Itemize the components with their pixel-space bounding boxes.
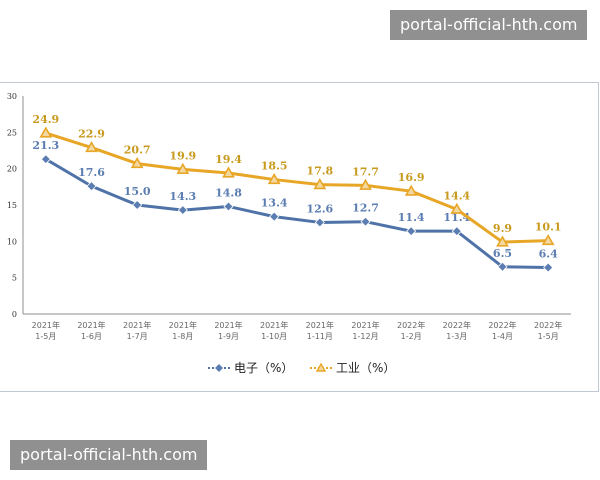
data-label: 14.3 <box>169 190 196 203</box>
data-label: 6.5 <box>493 247 512 260</box>
data-label: 9.9 <box>493 222 512 235</box>
y-tick-label: 0 <box>12 310 17 319</box>
data-point-diamond <box>132 199 143 211</box>
x-tick-label-year: 2022年 <box>534 320 562 330</box>
data-point-triangle <box>359 178 372 190</box>
x-tick-label-period: 1-7月 <box>127 332 148 341</box>
data-point-diamond <box>497 261 508 272</box>
y-tick-label: 30 <box>7 92 17 101</box>
x-tick-label-period: 1-2月 <box>401 332 422 341</box>
data-point-triangle <box>541 233 555 246</box>
data-label: 24.9 <box>32 113 59 126</box>
series-line-0 <box>45 157 549 269</box>
watermark-top: portal-official-hth.com <box>390 10 588 40</box>
data-point-diamond <box>314 217 325 228</box>
data-point-triangle <box>313 178 327 190</box>
data-point-diamond <box>40 154 51 165</box>
data-point-triangle <box>176 162 190 174</box>
series-line-1 <box>45 131 549 244</box>
x-tick-label-year: 2021年 <box>306 320 334 330</box>
y-tick-label: 10 <box>7 237 17 246</box>
x-tick-label-year: 2022年 <box>443 320 471 330</box>
x-tick-label-period: 1-10月 <box>261 332 287 341</box>
data-point-diamond <box>406 226 417 237</box>
legend-label-electronic: 电子（%） <box>234 361 293 375</box>
x-tick-label-period: 1-8月 <box>172 332 193 341</box>
data-point-diamond <box>86 181 97 192</box>
x-tick-label-year: 2021年 <box>351 320 379 330</box>
data-point-triangle <box>496 235 509 247</box>
data-point-triangle <box>450 202 464 214</box>
x-tick-label-period: 1-12月 <box>352 332 378 341</box>
data-point-triangle <box>85 140 98 153</box>
data-point-diamond <box>451 226 462 237</box>
line-chart: 0 5 10 15 20 25 30 2021年 1-5月 2021年 1-6月 2021年 1-7月 2… <box>7 92 571 375</box>
data-label: 19.9 <box>169 149 196 162</box>
data-label: 20.7 <box>124 144 151 157</box>
data-label: 6.4 <box>539 247 558 260</box>
x-tick-label-period: 1-6月 <box>81 332 102 341</box>
data-label: 12.7 <box>352 202 379 215</box>
x-tick-label-period: 1-3月 <box>446 332 467 341</box>
data-label: 15.0 <box>124 185 151 198</box>
data-label: 17.7 <box>352 165 379 178</box>
data-label: 14.8 <box>215 186 242 199</box>
watermark-bottom: portal-official-hth.com <box>10 440 208 470</box>
data-point-triangle <box>222 166 235 178</box>
legend-marker-triangle <box>315 362 327 372</box>
data-label: 13.4 <box>261 197 288 210</box>
data-label: 12.6 <box>306 202 333 215</box>
data-label: 11.4 <box>398 211 425 224</box>
legend-marker-diamond <box>215 364 223 372</box>
y-tick-label: 15 <box>7 201 17 210</box>
x-tick-label-period: 1-9月 <box>218 332 239 341</box>
x-tick-label-year: 2021年 <box>169 320 197 330</box>
data-point-diamond <box>360 216 371 227</box>
data-label: 16.9 <box>398 171 425 184</box>
data-label: 21.3 <box>32 139 59 152</box>
data-label: 19.4 <box>215 153 242 166</box>
y-tick-label: 25 <box>7 128 17 137</box>
x-tick-label-period: 1-5月 <box>538 332 559 341</box>
y-tick-label: 20 <box>7 165 17 174</box>
x-tick-label-year: 2021年 <box>123 320 151 330</box>
x-tick-label-year: 2021年 <box>32 320 60 330</box>
data-label: 17.8 <box>306 165 333 178</box>
x-tick-label-year: 2022年 <box>397 320 425 330</box>
x-tick-label-year: 2021年 <box>214 320 242 330</box>
data-point-triangle <box>130 156 144 169</box>
x-tick-label-year: 2022年 <box>488 320 516 330</box>
data-point-diamond <box>177 205 188 216</box>
data-point-triangle <box>404 184 418 196</box>
x-tick-label-year: 2021年 <box>77 320 105 330</box>
data-label: 22.9 <box>78 128 105 141</box>
x-tick-label-year: 2021年 <box>260 320 288 330</box>
x-tick-label-period: 1-5月 <box>35 332 56 341</box>
data-label: 10.1 <box>535 221 562 234</box>
data-point-diamond <box>543 262 554 273</box>
data-label: 17.6 <box>78 166 105 179</box>
legend-label-industry: 工业（%） <box>336 361 395 375</box>
data-label: 18.5 <box>261 160 288 173</box>
y-tick-label: 5 <box>12 274 17 283</box>
data-point-diamond <box>269 211 280 222</box>
data-point-triangle <box>267 172 281 185</box>
x-tick-label-period: 1-11月 <box>307 332 333 341</box>
x-tick-label-period: 1-4月 <box>492 332 513 341</box>
data-point-diamond <box>223 201 234 212</box>
data-label: 14.4 <box>443 189 470 202</box>
data-point-triangle <box>39 126 53 138</box>
chart-frame: 0 5 10 15 20 25 30 2021年 1-5月 2021年 1-6月 2021年 1-7月 2… <box>0 82 599 392</box>
